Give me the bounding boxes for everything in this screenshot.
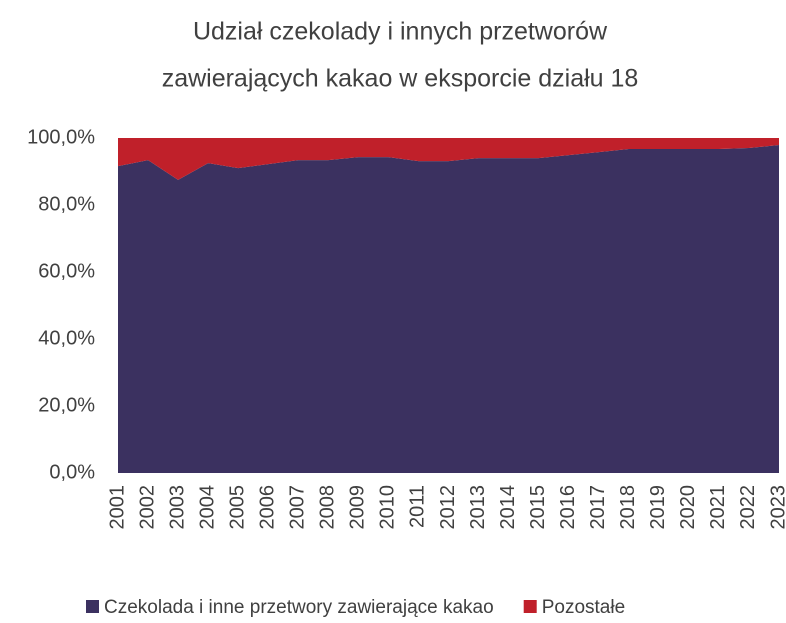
y-tick-label: 60,0%: [38, 260, 95, 282]
x-tick-label: 2002: [136, 485, 158, 530]
x-tick-label: 2011: [407, 485, 429, 528]
legend-swatch: [523, 600, 537, 613]
x-tick-label: 2004: [196, 485, 218, 530]
x-tick-label: 2005: [226, 485, 248, 530]
x-tick-label: 2014: [497, 485, 519, 530]
x-tick-label: 2016: [557, 485, 579, 530]
y-tick-label: 100,0%: [27, 126, 95, 148]
x-tick-label: 2012: [437, 485, 459, 530]
legend-label: Czekolada i inne przetwory zawierające k…: [104, 597, 494, 618]
x-tick-label: 2015: [527, 485, 549, 530]
x-tick-label: 2010: [377, 485, 399, 530]
x-tick-label: 2020: [677, 485, 699, 530]
area: [118, 138, 779, 180]
chart-title: zawierających kakao w eksporcie działu 1…: [162, 65, 639, 93]
x-tick-label: 2006: [257, 485, 279, 530]
chart-title: Udział czekolady i innych przetworów: [193, 18, 608, 46]
y-tick-label: 20,0%: [38, 394, 95, 416]
legend-label: Pozostałe: [542, 597, 625, 618]
x-tick-label: 2017: [587, 485, 609, 530]
x-tick-label: 2007: [287, 485, 309, 530]
y-tick-label: 40,0%: [38, 327, 95, 349]
y-tick-label: 0,0%: [49, 461, 95, 483]
x-tick-label: 2001: [106, 485, 128, 530]
x-tick-label: 2018: [617, 485, 639, 530]
x-tick-label: 2009: [347, 485, 369, 530]
area: [118, 145, 779, 473]
x-tick-label: 2022: [737, 485, 759, 530]
y-tick-label: 80,0%: [38, 193, 95, 215]
x-tick-label: 2013: [467, 485, 489, 530]
x-tick-label: 2003: [166, 485, 188, 530]
legend-swatch: [86, 600, 99, 613]
x-tick-label: 2019: [647, 485, 669, 530]
x-tick-label: 2023: [767, 485, 786, 530]
x-tick-label: 2008: [317, 485, 339, 530]
x-tick-label: 2021: [707, 485, 729, 530]
